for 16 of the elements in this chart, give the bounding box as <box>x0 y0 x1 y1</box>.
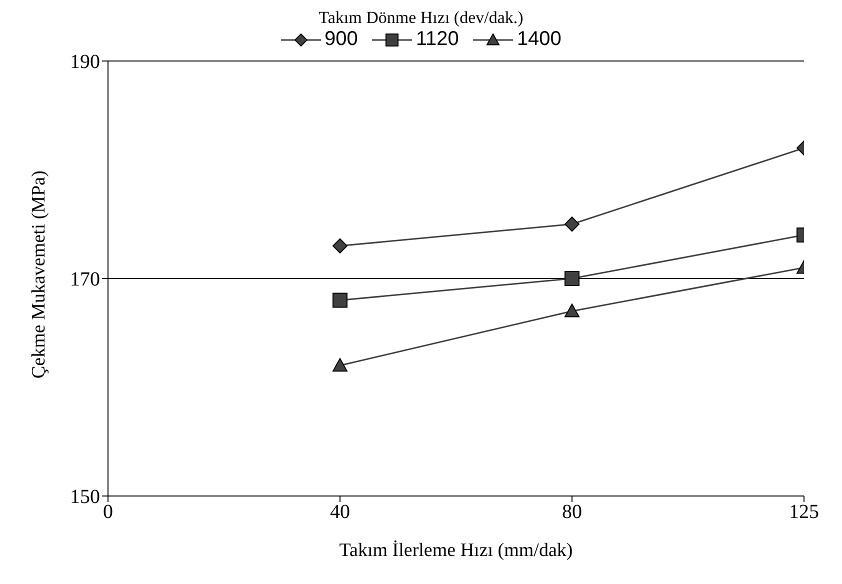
legend-title: Takım Dönme Hızı (dev/dak.) <box>318 8 524 28</box>
x-tick-label: 40 <box>330 501 350 524</box>
y-tick-label: 190 <box>70 51 100 74</box>
x-tick-label: 0 <box>103 501 113 524</box>
y-tick-label: 150 <box>70 486 100 508</box>
point <box>332 238 348 254</box>
x-tick-label: 125 <box>789 501 819 524</box>
x-axis-title: Takım İlerleme Hızı (mm/dak) <box>339 540 573 561</box>
point <box>332 292 348 308</box>
y-axis-title: Çekme Mukavemeti (MPa) <box>28 170 50 378</box>
legend-label: 1120 <box>416 28 459 51</box>
point <box>332 358 348 372</box>
legend-label: 1400 <box>516 28 562 51</box>
legend-label: 900 <box>324 28 358 51</box>
x-tick-label: 80 <box>562 501 582 524</box>
y-tick-label: 170 <box>70 268 100 291</box>
